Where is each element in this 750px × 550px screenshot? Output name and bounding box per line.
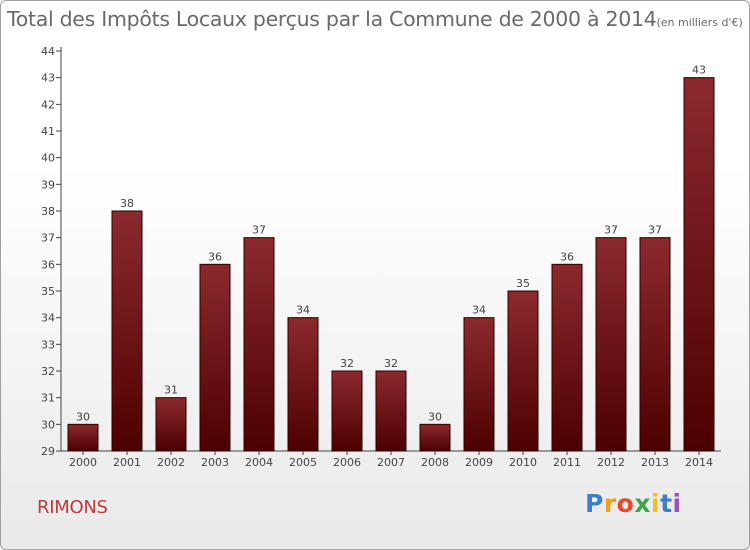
logo-letter: i <box>651 489 661 518</box>
y-tick-label: 29 <box>41 445 55 458</box>
y-tick-label: 39 <box>41 178 55 191</box>
x-tick-label: 2003 <box>201 456 229 469</box>
y-tick-label: 44 <box>41 45 55 58</box>
bar <box>111 210 143 452</box>
y-tick-label: 35 <box>41 285 55 298</box>
x-tick-label: 2004 <box>245 456 273 469</box>
bar <box>375 370 407 452</box>
bar-value-label: 36 <box>208 250 222 263</box>
bar-value-label: 43 <box>692 64 706 77</box>
bar <box>639 237 671 452</box>
x-tick-label: 2007 <box>377 456 405 469</box>
x-tick-label: 2000 <box>69 456 97 469</box>
bar-value-label: 38 <box>120 197 134 210</box>
bar <box>155 397 187 452</box>
bar <box>331 370 363 452</box>
logo-letter: r <box>603 489 617 518</box>
chart-title: Total des Impôts Locaux perçus par la Co… <box>7 7 743 31</box>
bar-value-label: 36 <box>560 250 574 263</box>
bar-value-label: 34 <box>472 304 486 317</box>
logo-letter: x <box>634 489 651 518</box>
commune-name: RIMONS <box>37 497 108 518</box>
bar <box>67 423 99 452</box>
y-tick-label: 42 <box>41 98 55 111</box>
bar <box>199 263 231 452</box>
bar-value-label: 37 <box>648 224 662 237</box>
proxiti-logo[interactable]: Proxiti <box>585 489 682 518</box>
bar-value-label: 35 <box>516 277 530 290</box>
bar-value-label: 37 <box>252 224 266 237</box>
bar-value-label: 32 <box>384 357 398 370</box>
x-tick-label: 2012 <box>597 456 625 469</box>
chart-title-text: Total des Impôts Locaux perçus par la Co… <box>7 7 657 31</box>
bar <box>243 237 275 452</box>
bar <box>463 317 495 452</box>
bar-value-label: 30 <box>428 410 442 423</box>
y-tick-label: 40 <box>41 152 55 165</box>
logo-letter: P <box>585 489 604 518</box>
y-tick-label: 36 <box>41 258 55 271</box>
x-tick-label: 2009 <box>465 456 493 469</box>
x-tick-label: 2014 <box>685 456 713 469</box>
bar-value-label: 31 <box>164 384 178 397</box>
logo-letter: t <box>660 489 673 518</box>
bar <box>595 237 627 452</box>
bar-value-label: 32 <box>340 357 354 370</box>
bar <box>419 423 451 452</box>
x-tick-label: 2005 <box>289 456 317 469</box>
bar <box>683 77 715 452</box>
y-tick-label: 34 <box>41 312 55 325</box>
x-tick-label: 2010 <box>509 456 537 469</box>
y-tick-label: 43 <box>41 72 55 85</box>
y-tick-label: 33 <box>41 338 55 351</box>
bar <box>287 317 319 452</box>
chart-unit: (en milliers d'€) <box>656 16 743 29</box>
x-tick-label: 2008 <box>421 456 449 469</box>
logo-letter: o <box>616 489 635 518</box>
bar <box>507 290 539 452</box>
y-tick-label: 41 <box>41 125 55 138</box>
bar <box>551 263 583 452</box>
x-tick-label: 2011 <box>553 456 581 469</box>
y-tick-label: 31 <box>41 392 55 405</box>
bar-value-label: 34 <box>296 304 310 317</box>
x-tick-label: 2013 <box>641 456 669 469</box>
y-tick-label: 38 <box>41 205 55 218</box>
y-tick-label: 37 <box>41 232 55 245</box>
x-tick-label: 2001 <box>113 456 141 469</box>
x-tick-label: 2002 <box>157 456 185 469</box>
y-tick-label: 32 <box>41 365 55 378</box>
logo-letter: i <box>672 489 682 518</box>
bar-value-label: 30 <box>76 410 90 423</box>
bar-value-label: 37 <box>604 224 618 237</box>
y-tick-label: 30 <box>41 418 55 431</box>
x-tick-label: 2006 <box>333 456 361 469</box>
